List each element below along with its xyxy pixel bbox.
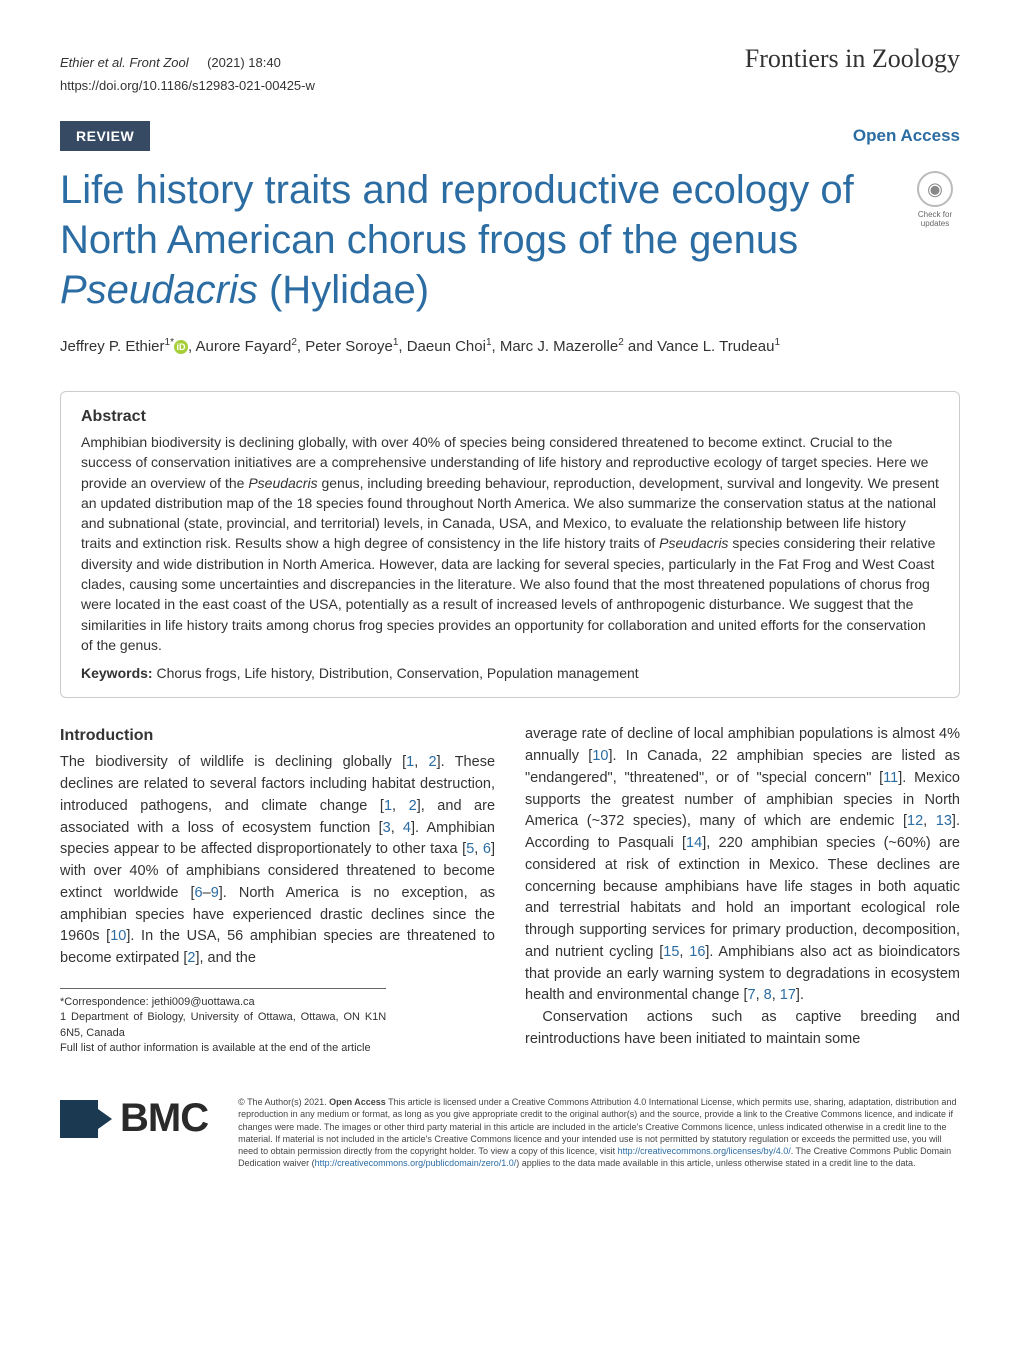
author-list: Jeffrey P. Ethier1*iD, Aurore Fayard2, P… xyxy=(60,337,960,355)
article-title: Life history traits and reproductive eco… xyxy=(60,165,890,315)
intro-p3: Conservation actions such as captive bre… xyxy=(525,1007,960,1051)
running-header: Ethier et al. Front Zool (2021) 18:40 Fr… xyxy=(60,44,960,74)
keywords-label: Keywords: xyxy=(81,665,153,681)
running-head-authors: Ethier et al. Front Zool xyxy=(60,55,189,70)
abstract-box: Abstract Amphibian biodiversity is decli… xyxy=(60,391,960,698)
corr-affiliation: 1 Department of Biology, University of O… xyxy=(60,1010,386,1041)
check-updates-label: Check for updates xyxy=(910,211,960,229)
review-badge: REVIEW xyxy=(60,121,150,151)
correspondence-block: *Correspondence: jethi009@uottawa.ca 1 D… xyxy=(60,988,386,1057)
bmc-icon xyxy=(60,1100,98,1138)
intro-p1: The biodiversity of wildlife is declinin… xyxy=(60,752,495,970)
doi-text: https://doi.org/10.1186/s12983-021-00425… xyxy=(60,78,960,93)
page-footer: BMC © The Author(s) 2021. Open Access Th… xyxy=(60,1086,960,1169)
column-right: average rate of decline of local amphibi… xyxy=(525,724,960,1056)
license-text: © The Author(s) 2021. Open Access This a… xyxy=(238,1096,960,1169)
check-updates-button[interactable]: ◉ Check for updates xyxy=(910,165,960,229)
abstract-heading: Abstract xyxy=(81,408,939,426)
license-link-2[interactable]: http://creativecommons.org/publicdomain/… xyxy=(315,1158,517,1168)
corr-email: *Correspondence: jethi009@uottawa.ca xyxy=(60,995,386,1010)
corr-fullinfo: Full list of author information is avail… xyxy=(60,1041,386,1056)
bmc-text: BMC xyxy=(120,1096,208,1141)
running-head-citation: (2021) 18:40 xyxy=(207,55,281,70)
intro-heading: Introduction xyxy=(60,724,495,748)
title-italic: Pseudacris xyxy=(60,268,258,312)
column-left: Introduction The biodiversity of wildlif… xyxy=(60,724,495,1056)
title-part1: Life history traits and reproductive eco… xyxy=(60,168,854,262)
check-updates-icon: ◉ xyxy=(917,171,953,207)
open-access-label: Open Access xyxy=(853,126,960,146)
bmc-logo: BMC xyxy=(60,1096,208,1141)
journal-logo: Frontiers in Zoology xyxy=(745,44,960,74)
orcid-icon[interactable]: iD xyxy=(174,340,188,354)
keywords: Keywords: Chorus frogs, Life history, Di… xyxy=(81,665,939,681)
intro-p2: average rate of decline of local amphibi… xyxy=(525,724,960,1007)
license-link-1[interactable]: http://creativecommons.org/licenses/by/4… xyxy=(618,1146,791,1156)
keywords-text: Chorus frogs, Life history, Distribution… xyxy=(156,665,638,681)
body-columns: Introduction The biodiversity of wildlif… xyxy=(60,724,960,1056)
title-part2: (Hylidae) xyxy=(258,268,429,312)
abstract-text: Amphibian biodiversity is declining glob… xyxy=(81,432,939,655)
